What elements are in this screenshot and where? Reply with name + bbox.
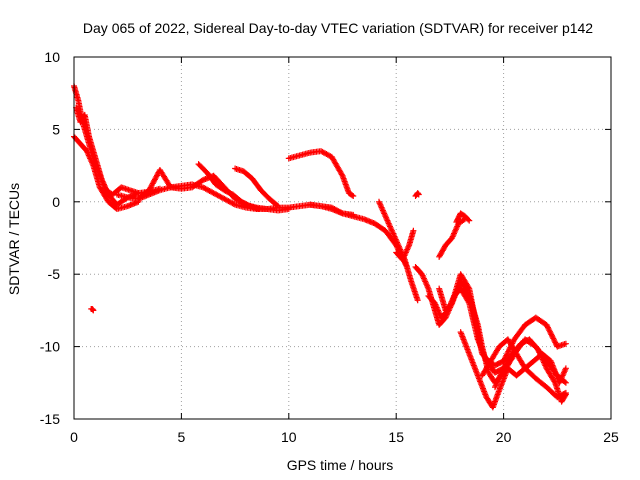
data-point <box>508 341 515 348</box>
data-point <box>548 332 555 339</box>
data-point <box>415 191 422 198</box>
data-point <box>410 227 417 234</box>
data-points <box>71 82 569 411</box>
series-arc-8 <box>285 148 357 200</box>
x-tick-label: 20 <box>496 429 512 445</box>
data-point <box>504 349 511 356</box>
data-point <box>285 206 292 213</box>
data-point <box>546 327 553 334</box>
series-arc-7 <box>232 165 282 210</box>
data-point <box>466 217 473 224</box>
data-point <box>273 202 280 209</box>
data-point <box>546 328 553 335</box>
series-arc-6 <box>195 161 262 213</box>
x-tick-label: 15 <box>388 429 404 445</box>
data-point <box>230 200 237 207</box>
series-arc-5 <box>135 166 292 214</box>
axis-ticks: 0 5 10 15 20 25 -15 -10 -5 0 5 10 <box>40 49 619 445</box>
data-point <box>507 344 514 351</box>
series-arc-2 <box>71 133 142 213</box>
data-point <box>255 206 262 213</box>
data-point <box>135 190 142 197</box>
series-arc-17 <box>457 329 569 411</box>
x-tick-label: 10 <box>281 429 297 445</box>
data-point <box>551 378 558 385</box>
data-point <box>505 347 512 354</box>
y-tick-label: -10 <box>40 339 60 355</box>
y-tick-label: 5 <box>52 121 60 137</box>
data-point <box>562 379 569 386</box>
series-outlier-2 <box>412 190 422 200</box>
data-point <box>562 365 569 372</box>
data-point <box>506 345 513 352</box>
x-tick-label: 25 <box>603 429 619 445</box>
data-point <box>501 356 508 363</box>
data-point <box>548 331 555 338</box>
data-point <box>544 324 551 331</box>
data-point <box>547 330 554 337</box>
data-point <box>502 354 509 361</box>
y-tick-label: -5 <box>48 266 61 282</box>
data-point <box>275 203 282 210</box>
data-point <box>245 202 252 209</box>
y-tick-label: -15 <box>40 411 60 427</box>
data-point <box>507 343 514 350</box>
data-point <box>543 321 550 328</box>
x-tick-label: 0 <box>70 429 78 445</box>
data-point <box>505 348 512 355</box>
data-point <box>552 339 559 346</box>
data-point <box>562 391 569 398</box>
x-axis-label: GPS time / hours <box>287 457 394 473</box>
data-point <box>544 323 551 330</box>
x-tick-label: 5 <box>178 429 186 445</box>
plot-frame <box>73 56 612 420</box>
data-point <box>500 358 507 365</box>
data-point <box>414 297 421 304</box>
data-point <box>465 216 472 223</box>
data-point <box>338 209 345 216</box>
data-point <box>350 193 357 200</box>
data-point <box>338 171 345 178</box>
y-tick-label: 10 <box>44 49 60 65</box>
y-axis-label: SDTVAR / TECUs <box>6 183 22 295</box>
data-point <box>549 334 556 341</box>
data-point <box>503 351 510 358</box>
series-arc-16 <box>453 210 473 226</box>
series-arc-11 <box>393 227 417 263</box>
data-point <box>465 291 472 298</box>
data-point <box>465 284 472 291</box>
series-arc-10 <box>376 198 421 304</box>
data-point <box>562 392 569 399</box>
data-point <box>349 192 356 199</box>
data-point <box>550 336 557 343</box>
data-point <box>503 352 510 359</box>
data-point <box>550 335 557 342</box>
data-point <box>90 307 97 314</box>
data-point <box>551 338 558 345</box>
series-arc-15 <box>436 216 468 260</box>
series-arc-3 <box>73 104 142 198</box>
data-point <box>562 340 569 347</box>
series-arc-19 <box>500 314 569 365</box>
series-outlier-1 <box>88 305 97 314</box>
data-point <box>509 340 516 347</box>
data-point <box>509 339 516 346</box>
data-point <box>545 325 552 332</box>
chart-title: Day 065 of 2022, Sidereal Day-to-day VTE… <box>83 20 593 36</box>
series-arc-20 <box>492 336 569 405</box>
y-tick-label: 0 <box>52 194 60 210</box>
